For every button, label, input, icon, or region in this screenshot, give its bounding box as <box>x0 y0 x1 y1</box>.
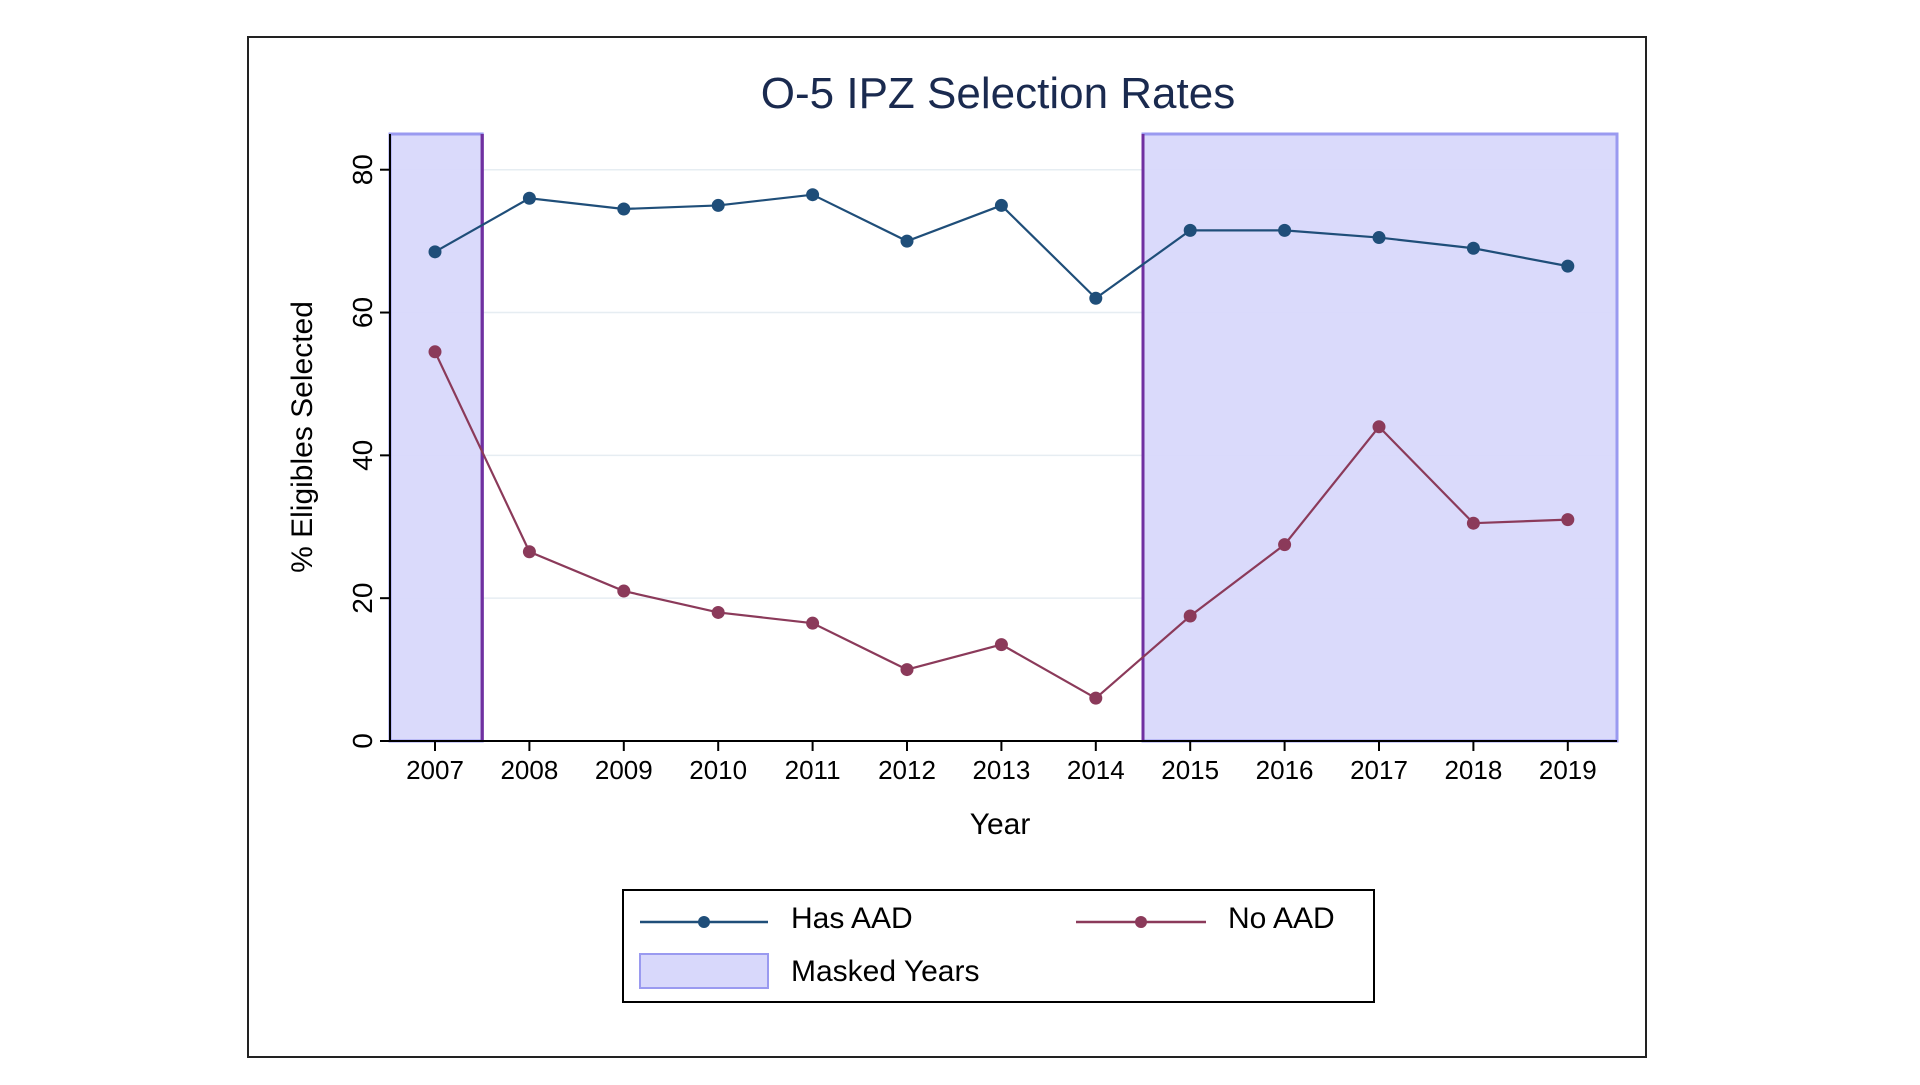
masked-region-1 <box>1143 134 1617 741</box>
data-point-has-aad-2014 <box>1089 291 1103 305</box>
data-point-no-aad-2012 <box>900 663 914 677</box>
data-point-has-aad-2015 <box>1183 223 1197 237</box>
x-tick-label-2015: 2015 <box>1161 755 1219 785</box>
data-point-no-aad-2017 <box>1372 420 1386 434</box>
data-point-no-aad-2014 <box>1089 691 1103 705</box>
data-point-has-aad-2017 <box>1372 231 1386 245</box>
data-point-no-aad-2009 <box>617 584 631 598</box>
x-tick-label-2011: 2011 <box>785 755 841 785</box>
data-point-has-aad-2007 <box>428 245 442 259</box>
data-point-has-aad-2013 <box>994 198 1008 212</box>
data-point-no-aad-2007 <box>428 345 442 359</box>
x-tick-label-2007: 2007 <box>406 755 464 785</box>
legend: Has AAD No AAD Masked Years <box>622 889 1375 1003</box>
x-tick-label-2012: 2012 <box>878 755 936 785</box>
y-axis-label: % Eligibles Selected <box>286 301 319 573</box>
data-point-no-aad-2008 <box>522 545 536 559</box>
data-point-no-aad-2018 <box>1466 516 1480 530</box>
data-point-has-aad-2011 <box>806 188 820 202</box>
y-tick-label-20: 20 <box>347 583 378 614</box>
x-axis-label: Year <box>970 808 1031 841</box>
data-point-has-aad-2010 <box>711 198 725 212</box>
x-tick-label-2018: 2018 <box>1444 755 1502 785</box>
y-tick-label-40: 40 <box>347 440 378 471</box>
x-tick-label-2014: 2014 <box>1067 755 1125 785</box>
x-tick-label-2019: 2019 <box>1539 755 1597 785</box>
masked-region-0 <box>390 134 483 741</box>
data-point-has-aad-2012 <box>900 234 914 248</box>
legend-swatch-masked-years <box>639 953 769 989</box>
data-point-no-aad-2011 <box>806 616 820 630</box>
x-tick-label-2010: 2010 <box>689 755 747 785</box>
y-tick-label-60: 60 <box>347 297 378 328</box>
y-tick-label-80: 80 <box>347 154 378 185</box>
data-point-no-aad-2019 <box>1561 513 1575 527</box>
x-tick-label-2009: 2009 <box>595 755 653 785</box>
data-point-has-aad-2016 <box>1278 223 1292 237</box>
data-point-no-aad-2015 <box>1183 609 1197 623</box>
y-tick-label-0: 0 <box>347 733 378 749</box>
plot-area: 0 20 40 60 80 2007 2008 2009 2010 2011 2012 2013 201… <box>347 132 1619 785</box>
data-point-has-aad-2009 <box>617 202 631 216</box>
legend-label-no-aad: No AAD <box>1228 902 1335 935</box>
legend-label-masked-years: Masked Years <box>791 955 979 988</box>
x-tick-label-2016: 2016 <box>1256 755 1314 785</box>
x-tick-label-2008: 2008 <box>500 755 558 785</box>
data-point-no-aad-2010 <box>711 605 725 619</box>
legend-marker-no-aad <box>1135 916 1147 928</box>
data-point-has-aad-2018 <box>1466 241 1480 255</box>
chart-title: O-5 IPZ Selection Rates <box>761 69 1235 118</box>
data-point-no-aad-2016 <box>1278 538 1292 552</box>
data-point-has-aad-2008 <box>522 191 536 205</box>
data-point-no-aad-2013 <box>994 638 1008 652</box>
x-tick-label-2017: 2017 <box>1350 755 1408 785</box>
legend-label-has-aad: Has AAD <box>791 902 913 935</box>
x-tick-label-2013: 2013 <box>972 755 1030 785</box>
data-point-has-aad-2019 <box>1561 259 1575 273</box>
legend-marker-has-aad <box>698 916 710 928</box>
